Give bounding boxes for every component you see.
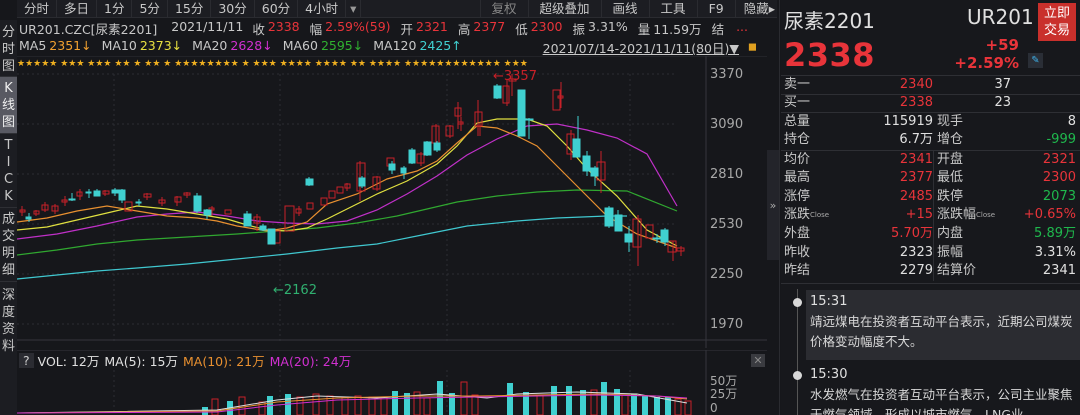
volume-value: 11.59万 bbox=[653, 22, 702, 37]
ask-price: 2340 bbox=[899, 77, 933, 92]
news-feed: 15:31 靖远煤电在投资者互动平台表示，近期公司煤炭价格变动幅度不大。 15:… bbox=[781, 289, 1080, 415]
adjust-button[interactable]: 复权 bbox=[479, 0, 528, 18]
price-change: +59 +2.59% bbox=[954, 36, 1019, 72]
volume-y-axis: 50万 25万 0 bbox=[710, 374, 737, 415]
tab-multiday[interactable]: 多日 bbox=[57, 0, 98, 18]
tab-5min[interactable]: 5分 bbox=[132, 0, 168, 18]
period-dropdown-icon[interactable]: ▾ bbox=[346, 0, 362, 18]
instrument-code: UR201 bbox=[967, 5, 1034, 29]
vol-value: VOL: 12万 bbox=[37, 353, 100, 369]
svg-text:2810: 2810 bbox=[710, 167, 743, 182]
trade-now-button[interactable]: 立即交易 bbox=[1038, 3, 1076, 41]
volume-legend: ? VOL: 12万 MA(5): 15万 MA(10): 21万 MA(20)… bbox=[19, 352, 356, 369]
instrument-name: 尿素2201 bbox=[784, 9, 875, 33]
bid-row: 买一 2338 23 bbox=[784, 95, 1011, 110]
svg-text:0: 0 bbox=[710, 401, 718, 415]
bid-price: 2338 bbox=[899, 95, 933, 110]
nav-intraday-chart[interactable]: 分时图 bbox=[0, 20, 17, 77]
stat-row: 涨停 2485 跌停 2073 bbox=[784, 189, 1076, 204]
hide-button[interactable]: 隐藏▸ bbox=[734, 0, 777, 18]
stat-row: 昨收 2323 振幅 3.31% bbox=[784, 245, 1076, 260]
close-indicator-icon[interactable]: ✕ bbox=[751, 354, 765, 367]
ask-qty: 37 bbox=[994, 77, 1011, 92]
nav-trade-details[interactable]: 成交明细 bbox=[0, 208, 17, 282]
tab-60min[interactable]: 60分 bbox=[255, 0, 299, 18]
change-abs: +59 bbox=[985, 36, 1019, 54]
vol-ma20-value: MA(20): 24万 bbox=[269, 353, 352, 369]
last-price: 2338 bbox=[784, 36, 876, 74]
svg-text:3370: 3370 bbox=[710, 67, 743, 82]
vol-ma10-value: MA(10): 21万 bbox=[183, 353, 265, 369]
quote-summary-bar: UR201.CZC[尿素2201] 2021/11/11 收 2338 幅 2.59… bbox=[19, 19, 748, 37]
ask-row: 卖一 2340 37 bbox=[784, 77, 1011, 92]
stat-row: 涨跌Close +15 涨跌幅Close +0.65% bbox=[784, 207, 1076, 222]
tab-15min[interactable]: 15分 bbox=[168, 0, 212, 18]
ma20-value: 2628↓ bbox=[230, 38, 273, 53]
tab-1min[interactable]: 1分 bbox=[97, 0, 133, 18]
volume-chart[interactable]: 50万 25万 0 bbox=[17, 350, 767, 415]
high-value: 2377 bbox=[473, 19, 506, 34]
vol-ma5-value: MA(5): 15万 bbox=[104, 353, 179, 369]
low-value: 2300 bbox=[530, 19, 563, 34]
stat-row: 总量 115919 现手 8 bbox=[784, 114, 1076, 129]
kline-chart[interactable]: ★★★★★ ★★★ ★★★ ★★ ★ ★★ ★ ★★★★★★★★ ★ ★★★ ★… bbox=[17, 56, 767, 348]
svg-text:50万: 50万 bbox=[710, 374, 737, 388]
tab-4hour[interactable]: 4小时 bbox=[298, 0, 347, 18]
more-icon[interactable]: ... bbox=[736, 19, 748, 34]
svg-text:★★★★★ ★★★ ★★★ ★★ ★: ★★★★★ ★★★ ★★★ ★★ ★ ★★ ★ ★★★★★★★★ ★ ★★★ ★… bbox=[17, 59, 528, 69]
lock-icon[interactable]: ◼ bbox=[747, 40, 757, 53]
stat-row: 持仓 6.7万 增仓 -999 bbox=[784, 132, 1076, 147]
stat-row: 外盘 5.70万 内盘 5.89万 bbox=[784, 226, 1076, 241]
draw-line-button[interactable]: 画线 bbox=[600, 0, 649, 18]
nav-depth-info[interactable]: 深度资料 bbox=[1, 288, 15, 354]
svg-text:1970: 1970 bbox=[710, 317, 743, 332]
stat-row: 最高 2377 最低 2300 bbox=[784, 170, 1076, 185]
extreme-annotations: ←3357 ←2162 bbox=[273, 69, 537, 298]
ma5-value: 2351↓ bbox=[49, 38, 92, 53]
timeline-dot bbox=[793, 298, 802, 307]
date-range-selector[interactable]: 2021/07/14-2021/11/11(80日)▼ bbox=[542, 41, 739, 56]
svg-text:3090: 3090 bbox=[710, 117, 743, 132]
news-item[interactable]: 15:31 靖远煤电在投资者互动平台表示，近期公司煤炭价格变动幅度不大。 bbox=[806, 290, 1080, 360]
tools-button[interactable]: 工具 bbox=[648, 0, 697, 18]
svg-text:←2162: ←2162 bbox=[273, 283, 317, 298]
timeline-line bbox=[797, 289, 798, 415]
date-label: 2021/11/11 bbox=[171, 19, 244, 34]
stat-row: 昨结 2279 结算价 2341 bbox=[784, 263, 1076, 278]
symbol-label: UR201.CZC[尿素2201] bbox=[19, 22, 158, 37]
ma10-value: 2373↓ bbox=[139, 38, 183, 53]
svg-text:25万: 25万 bbox=[710, 387, 737, 401]
svg-text:←3357: ←3357 bbox=[493, 69, 537, 84]
ma60-value: 2595↓ bbox=[320, 38, 364, 53]
open-value: 2321 bbox=[416, 19, 448, 34]
collapse-panel-button[interactable]: » bbox=[767, 150, 779, 260]
star-markers: ★★★★★ ★★★ ★★★ ★★ ★ ★★ ★ ★★★★★★★★ ★ ★★★ ★… bbox=[17, 59, 528, 69]
edit-icon[interactable]: ✎ bbox=[1028, 53, 1043, 68]
y-axis-labels: 3370 3090 2810 2530 2250 1970 bbox=[710, 67, 743, 332]
overlay-button[interactable]: 超级叠加 bbox=[527, 0, 601, 18]
ma-legend: MA5 2351↓ MA10 2373↓ MA20 2628↓ MA60 2595↓ M… bbox=[19, 38, 757, 56]
tab-30min[interactable]: 30分 bbox=[211, 0, 255, 18]
tab-intraday[interactable]: 分时 bbox=[17, 0, 58, 18]
change-pct: +2.59% bbox=[954, 54, 1019, 72]
candles bbox=[19, 74, 685, 266]
bid-qty: 23 bbox=[994, 95, 1011, 110]
news-item[interactable]: 15:30 水发燃气在投资者互动平台表示，公司主业聚焦于燃气领域，形成以城市燃气… bbox=[810, 367, 1073, 415]
f9-button[interactable]: F9 bbox=[696, 0, 735, 18]
svg-text:2530: 2530 bbox=[710, 217, 743, 232]
stat-row: 均价 2341 开盘 2321 bbox=[784, 152, 1076, 167]
panel-divider bbox=[779, 0, 780, 415]
period-tabs: 分时 多日 1分 5分 15分 30分 60分 4小时 ▾ 复权 超级叠加 画线… bbox=[17, 0, 777, 18]
timeline-dot bbox=[793, 371, 802, 380]
svg-text:2250: 2250 bbox=[710, 267, 743, 282]
amplitude-value: 3.31% bbox=[588, 19, 628, 34]
help-icon[interactable]: ? bbox=[19, 352, 34, 368]
ma120-value: 2425↑ bbox=[419, 38, 462, 53]
close-value: 2338 bbox=[267, 19, 300, 34]
change-value: 2.59%(59) bbox=[325, 19, 391, 34]
